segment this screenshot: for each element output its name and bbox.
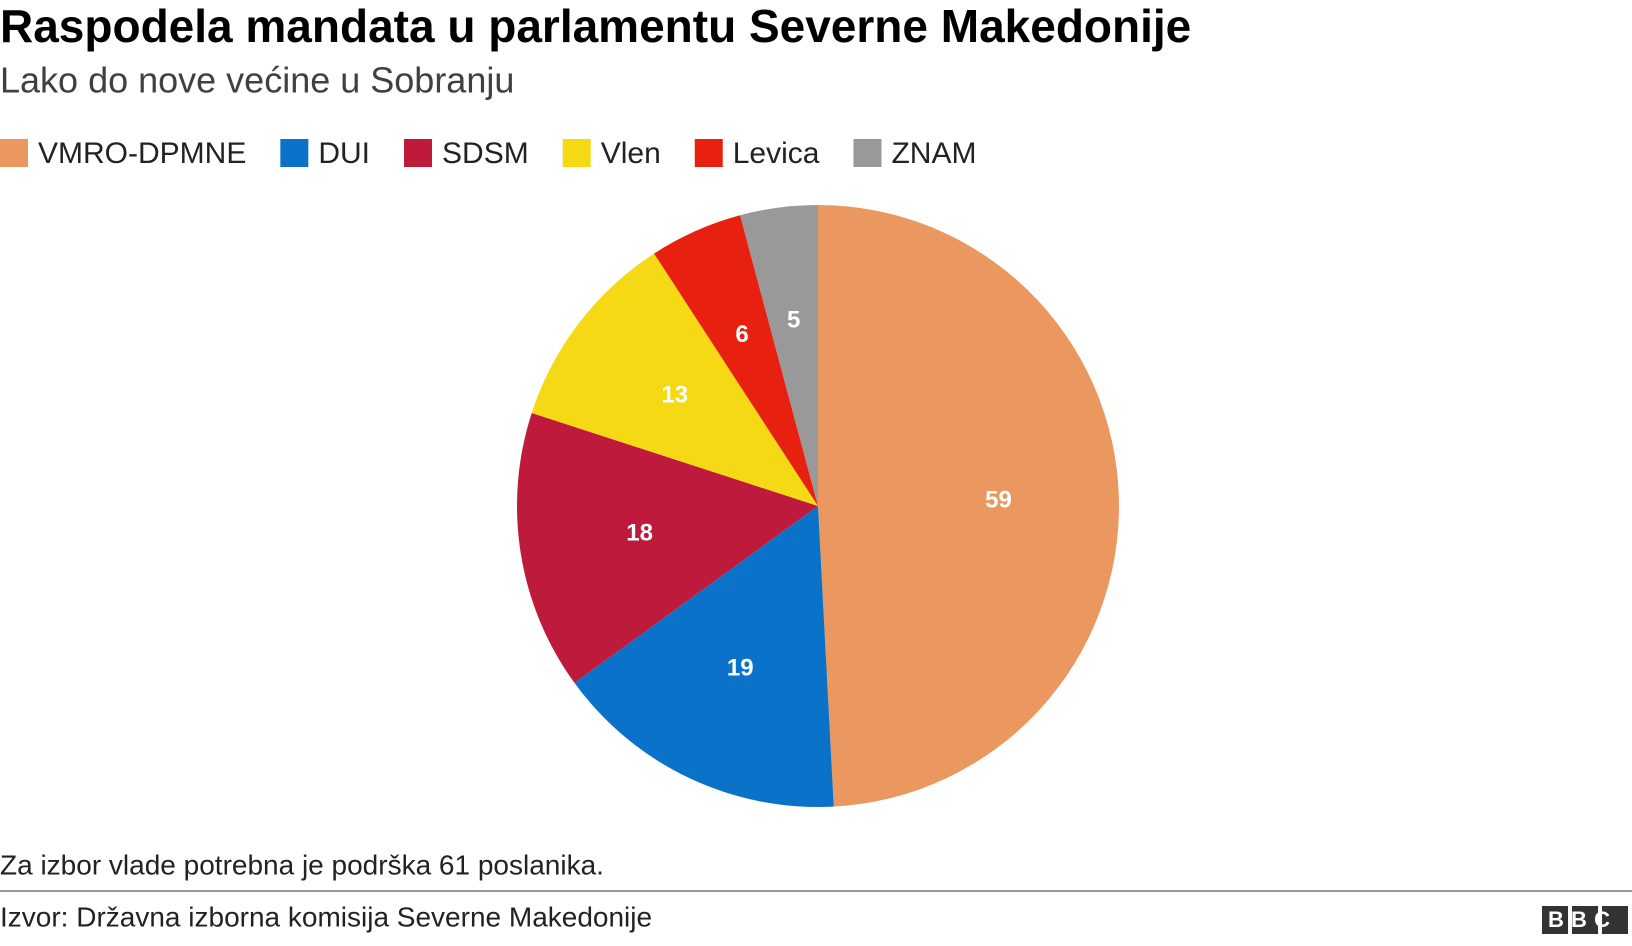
slice-label: 18 (626, 520, 653, 547)
legend-swatch (280, 139, 309, 167)
slice-label: 6 (735, 321, 748, 348)
legend-label: ZNAM (891, 137, 976, 170)
logo: BBC (1542, 906, 1628, 934)
pie-slice (517, 412, 818, 683)
pie-slice (531, 253, 818, 506)
pie-slice (740, 205, 818, 506)
chart-subtitle: Lako do nove većine u Sobranju (0, 60, 514, 101)
pie: 59 19 18 13 6 5 (517, 205, 1119, 807)
logo-box (1602, 906, 1628, 934)
source: Izvor: Državna izborna komisija Severne … (0, 901, 652, 932)
slice-label: 13 (661, 381, 688, 408)
legend-swatch (404, 139, 433, 167)
legend-label: Vlen (601, 137, 661, 170)
legend: VMRO-DPMNE DUI SDSM Vlen Levica ZNAM (0, 137, 976, 170)
note: Za izbor vlade potrebna je podrška 61 po… (0, 849, 604, 880)
chart-title: Raspodela mandata u parlamentu Severne M… (0, 0, 1191, 52)
legend-swatch (562, 139, 591, 167)
legend-label: Levica (733, 137, 820, 170)
pie-slice (818, 205, 1119, 807)
logo-box (1542, 906, 1568, 934)
pie-slice (574, 506, 834, 807)
legend-swatch (853, 139, 882, 167)
slice-label: 59 (985, 487, 1012, 514)
legend-swatch (0, 139, 28, 167)
legend-swatch (694, 139, 723, 167)
logo-box (1572, 906, 1598, 934)
slice-label: 5 (787, 306, 800, 333)
legend-label: VMRO-DPMNE (38, 137, 246, 170)
legend-label: SDSM (442, 137, 529, 170)
legend-label: DUI (318, 137, 370, 170)
slice-label: 19 (727, 654, 754, 681)
pie-slice (654, 215, 818, 506)
logo-text: BBC (1548, 907, 1622, 932)
